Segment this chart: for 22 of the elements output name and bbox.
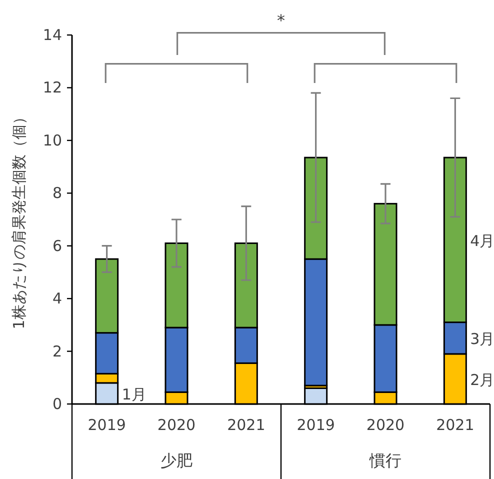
series-label: 4月	[470, 232, 494, 250]
x-tick-label: 2020	[366, 416, 405, 434]
series-label: 2月	[470, 370, 494, 389]
y-tick-label: 8	[52, 184, 62, 202]
series-label: 1月	[122, 385, 146, 404]
y-tick-label: 6	[52, 236, 62, 255]
y-tick-label: 10	[42, 131, 62, 150]
y-tick-label: 2	[52, 342, 62, 360]
text: 少肥	[160, 451, 192, 470]
x-tick-label: 2021	[436, 416, 474, 434]
y-tick-label: 14	[42, 26, 62, 44]
y-tick-label: 4	[52, 290, 62, 308]
y-tick-label: 12	[42, 78, 62, 97]
y-tick-label: 0	[52, 395, 62, 413]
y-axis-title: 1株あたりの肩果発生個数（個）	[10, 110, 28, 330]
x-tick-label: 2021	[227, 416, 266, 434]
x-tick-label: 2019	[88, 416, 126, 434]
x-tick-label: 2020	[157, 416, 196, 434]
text: 慣行	[370, 451, 402, 470]
series-label: 3月	[470, 330, 494, 348]
x-tick-label: 2019	[296, 416, 335, 434]
text: *	[277, 11, 285, 30]
